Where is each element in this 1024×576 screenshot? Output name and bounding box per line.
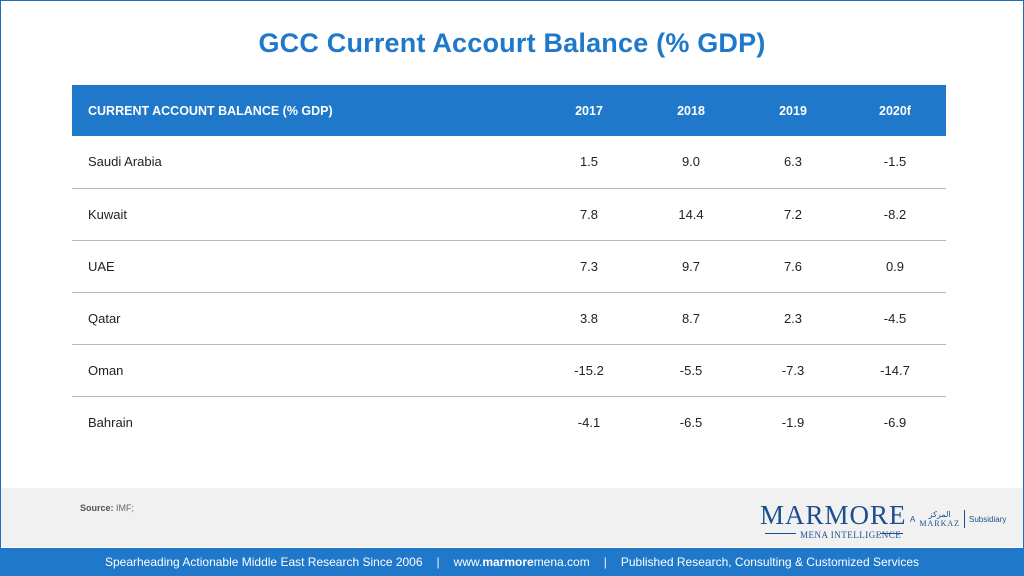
partner-suffix: Subsidiary xyxy=(969,514,1007,524)
table-cell: 2.3 xyxy=(783,310,803,326)
footer-url-suffix: mena.com xyxy=(533,555,590,569)
footer-separator: | xyxy=(436,555,440,569)
source-label: Source: xyxy=(80,503,114,513)
table-cell: -15.2 xyxy=(574,362,604,378)
footer-bar: Spearheading Actionable Middle East Rese… xyxy=(0,548,1024,576)
footer-band xyxy=(1,488,1023,547)
table-cell: 9.7 xyxy=(681,258,701,274)
data-table: CURRENT ACCOUNT BALANCE (% GDP) 2017 201… xyxy=(72,85,946,448)
table-cell: 7.3 xyxy=(579,258,599,274)
row-label: Bahrain xyxy=(88,414,133,430)
table-cell: -5.5 xyxy=(679,362,703,378)
footer-url-prefix: www. xyxy=(453,555,483,569)
footer-separator: | xyxy=(603,555,607,569)
partner-prefix: A xyxy=(910,514,916,524)
column-header-metric: CURRENT ACCOUNT BALANCE (% GDP) xyxy=(88,103,333,118)
source-text: IMF; xyxy=(116,503,135,513)
row-label: Qatar xyxy=(88,310,121,326)
row-label: UAE xyxy=(88,258,115,274)
table-cell: 7.6 xyxy=(783,258,803,274)
table-cell: 8.7 xyxy=(681,310,701,326)
row-label: Saudi Arabia xyxy=(88,154,162,170)
row-label: Oman xyxy=(88,362,124,378)
table-cell: -7.3 xyxy=(781,362,805,378)
footer-url[interactable]: www.marmoremena.com xyxy=(454,555,590,569)
table-row: Kuwait 7.8 14.4 7.2 -8.2 xyxy=(72,188,946,240)
table-row: Oman -15.2 -5.5 -7.3 -14.7 xyxy=(72,344,946,396)
column-header-2018: 2018 xyxy=(677,103,705,118)
table-cell: -1.9 xyxy=(781,414,805,430)
markaz-name: MARKAZ xyxy=(919,519,961,528)
table-cell: -4.1 xyxy=(577,414,601,430)
footer-url-brand: marmore xyxy=(482,555,534,569)
table-cell: 0.9 xyxy=(885,258,905,274)
table-cell: -6.9 xyxy=(883,414,907,430)
table-cell: -14.7 xyxy=(880,362,910,378)
table-cell: 14.4 xyxy=(678,206,704,222)
footer-tagline: Spearheading Actionable Middle East Rese… xyxy=(104,555,423,569)
table-cell: 3.8 xyxy=(579,310,599,326)
markaz-arabic: المركز xyxy=(928,510,951,519)
table-header-row: CURRENT ACCOUNT BALANCE (% GDP) 2017 201… xyxy=(72,85,946,136)
footer-services: Published Research, Consulting & Customi… xyxy=(620,555,919,569)
table-cell: -6.5 xyxy=(679,414,703,430)
table-cell: 6.3 xyxy=(783,154,803,170)
table-row: UAE 7.3 9.7 7.6 0.9 xyxy=(72,240,946,292)
column-header-2019: 2019 xyxy=(779,103,807,118)
table-cell: -8.2 xyxy=(883,206,907,222)
table-cell: 1.5 xyxy=(579,154,599,170)
table-row: Bahrain -4.1 -6.5 -1.9 -6.9 xyxy=(72,396,946,448)
table-cell: 7.2 xyxy=(783,206,803,222)
column-header-2017: 2017 xyxy=(575,103,603,118)
partner-divider xyxy=(964,510,966,528)
table-row: Saudi Arabia 1.5 9.0 6.3 -1.5 xyxy=(72,136,946,188)
table-cell: -4.5 xyxy=(883,310,907,326)
column-header-2020f: 2020f xyxy=(879,103,911,118)
table-body: Saudi Arabia 1.5 9.0 6.3 -1.5 Kuwait 7.8 14.4 7.… xyxy=(72,136,946,448)
table-cell: 7.8 xyxy=(579,206,599,222)
markaz-subsidiary-mark: A المركز MARKAZ Subsidiary xyxy=(910,510,1006,528)
row-label: Kuwait xyxy=(88,206,128,222)
markaz-logo: المركز MARKAZ xyxy=(919,510,960,528)
logo-wordmark: MARMORE xyxy=(760,500,907,530)
logo-tagline: MENA INTELLIGENCE xyxy=(800,530,902,540)
slide-title: GCC Current Accourt Balance (% GDP) xyxy=(258,28,766,58)
table-cell: 9.0 xyxy=(681,154,701,170)
table-cell: -1.5 xyxy=(883,154,907,170)
source-note: Source: IMF; xyxy=(80,503,134,513)
table-row: Qatar 3.8 8.7 2.3 -4.5 xyxy=(72,292,946,344)
